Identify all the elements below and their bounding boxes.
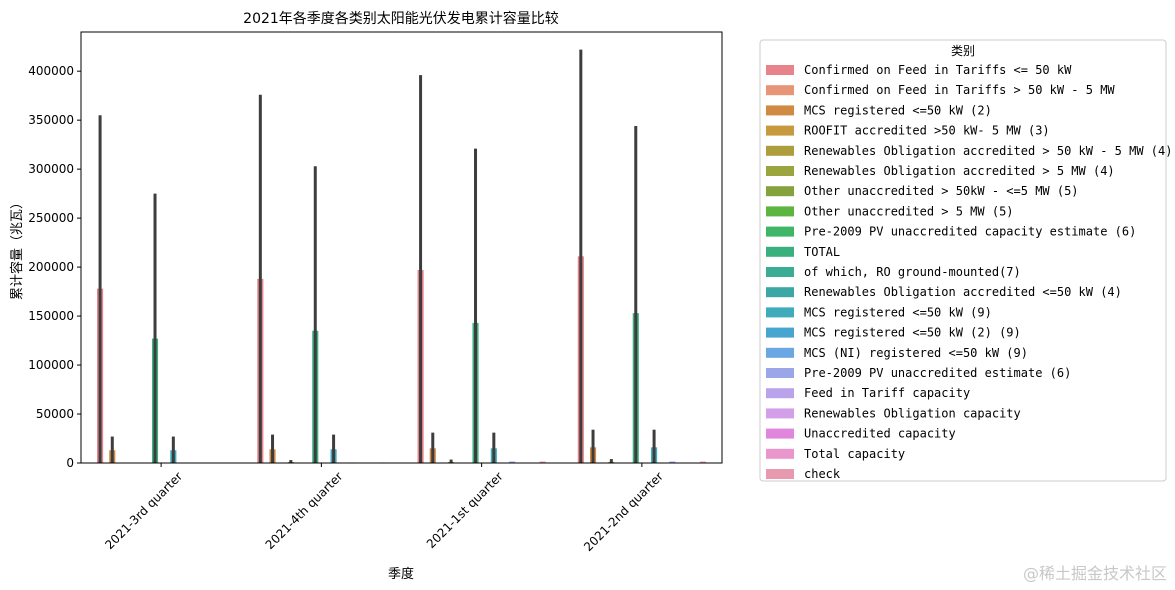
x-tick-label: 2021-1st quarter [424,469,506,551]
legend-entry: Feed in Tariff capacity [804,386,970,400]
legend-swatch [766,145,794,156]
y-tick-label: 50000 [36,407,74,421]
legend-swatch [766,226,794,237]
y-axis-title: 累计容量（兆瓦） [9,196,25,300]
legend-swatch [766,206,794,217]
y-tick-label: 100000 [28,358,74,372]
legend-entry: MCS registered <=50 kW (9) [804,305,992,319]
legend-swatch [766,327,794,338]
x-axis: 2021-3rd quarter 2021-4th quarter 2021-1st… [102,463,666,554]
legend-swatch [766,307,794,318]
watermark: @稀土掘金技术社区 [1022,564,1167,583]
legend-entry: check [804,467,841,481]
legend-frame [759,39,1167,482]
legend-entry: Pre-2009 PV unaccredited capacity estima… [804,225,1136,239]
legend-swatch [766,267,794,277]
y-tick-label: 0 [66,456,74,470]
legend-entry: Other unaccredited > 50kW - <=5 MW (5) [804,184,1079,198]
legend-swatch [766,347,794,358]
legend-entry: TOTAL [804,245,840,259]
legend-entry: of which, RO ground-mounted(7) [804,265,1021,279]
legend-swatch [766,125,794,136]
legend-swatch [766,408,794,419]
legend-entry: Renewables Obligation accredited <=50 kW… [804,285,1122,299]
x-tick-label: 2021-3rd quarter [102,469,185,552]
legend-entry: Other unaccredited > 5 MW (5) [804,204,1014,218]
legend-swatch [766,469,794,479]
plot-area [80,31,723,464]
y-tick-label: 350000 [28,113,74,127]
legend-entry: MCS registered <=50 kW (2) [804,103,992,117]
y-tick-label: 250000 [28,211,74,225]
legend-entry: MCS registered <=50 kW (2) (9) [804,326,1021,340]
y-tick-label: 200000 [28,260,74,274]
plot-background [81,32,722,463]
legend-swatch [766,65,794,75]
x-axis-title: 季度 [388,566,414,582]
y-axis: 0 50000 100000 150000 200000 250000 300000 3500… [28,64,81,470]
legend-entry: ROOFIT accredited >50 kW- 5 MW (3) [804,124,1050,138]
legend-entry: Renewables Obligation accredited > 5 MW … [804,164,1115,178]
chart-title: 2021年各季度各类别太阳能光伏发电累计容量比较 [243,10,559,27]
legend-swatch [766,388,794,399]
bar [699,461,706,463]
y-tick-label: 300000 [28,162,74,176]
legend-swatch [766,246,794,257]
bar [539,461,546,463]
legend-swatch [766,368,794,378]
x-tick-label: 2021-2nd quarter [581,469,666,554]
x-tick-label: 2021-4th quarter [263,469,346,552]
legend-entry: Renewables Obligation capacity [804,406,1021,420]
legend-swatch [766,166,794,176]
y-tick-label: 150000 [28,309,74,323]
bar [509,461,516,463]
legend-swatch [766,85,794,96]
legend-entry: MCS (NI) registered <=50 kW (9) [804,346,1028,360]
legend-swatch [766,186,794,197]
legend-swatch [766,287,794,298]
bar [669,461,676,463]
legend-swatch [766,105,794,116]
legend-swatch [766,428,794,439]
legend-swatch [766,448,794,459]
legend-entry: Confirmed on Feed in Tariffs > 50 kW - 5… [804,83,1115,97]
legend-entry: Unaccredited capacity [804,427,956,441]
legend-entry: Confirmed on Feed in Tariffs <= 50 kW [804,63,1072,77]
legend-entry: Pre-2009 PV unaccredited estimate (6) [804,366,1071,380]
plot-frame [80,31,723,464]
legend-title: 类别 [951,44,975,58]
legend: 类别 Confirmed on Feed in Tariffs <= 50 kW… [759,39,1172,482]
y-tick-label: 400000 [28,64,74,78]
legend-entry: Total capacity [804,447,905,461]
legend-entry: Renewables Obligation accredited > 50 kW… [804,144,1172,158]
